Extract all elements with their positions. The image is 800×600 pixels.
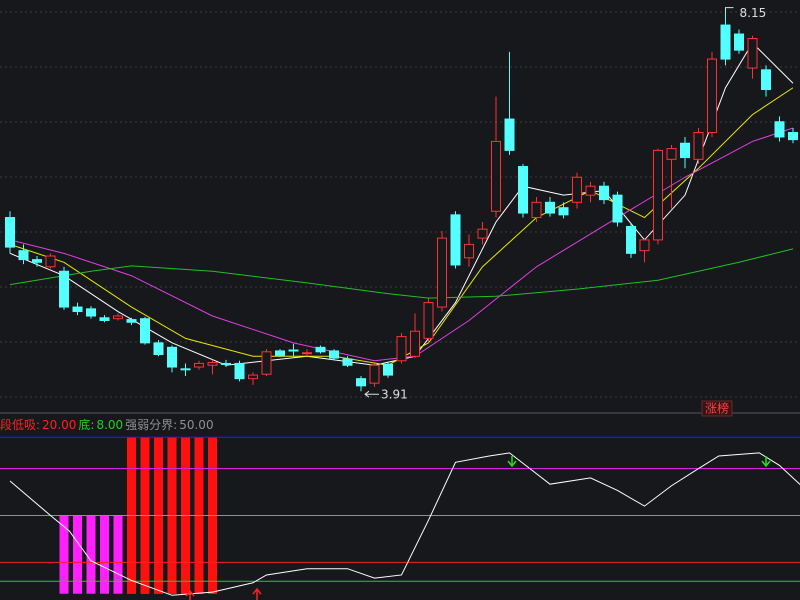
candle-body xyxy=(180,368,191,371)
sell-arrow xyxy=(761,456,771,468)
candle-body xyxy=(774,121,785,138)
candle-body xyxy=(275,350,285,356)
indicator-line xyxy=(9,452,800,596)
candle-body xyxy=(437,237,447,308)
candle-body xyxy=(234,362,245,380)
candle-body xyxy=(140,318,150,344)
indicator-bar xyxy=(113,515,123,594)
candle-body xyxy=(734,33,744,51)
candle-body xyxy=(612,194,623,223)
candle-body xyxy=(396,336,407,362)
candle-body xyxy=(680,142,690,159)
candle-body xyxy=(194,362,204,368)
candle-body xyxy=(518,166,528,214)
candle-body xyxy=(261,351,272,375)
candle-body xyxy=(45,255,56,268)
badge-box xyxy=(701,400,733,417)
candle-body xyxy=(167,346,177,368)
candle-body xyxy=(477,228,488,239)
candle-body xyxy=(572,176,582,203)
candle-body xyxy=(788,131,798,141)
candle-body xyxy=(761,69,771,91)
candle-body xyxy=(599,185,609,201)
ma-line xyxy=(9,42,794,366)
sell-arrow xyxy=(507,456,517,468)
candle-body xyxy=(221,362,231,365)
annotation-pointer xyxy=(364,390,379,398)
level-value: 50.00 xyxy=(179,418,214,432)
candle-body xyxy=(72,306,83,313)
candle-body xyxy=(32,259,42,263)
candle-body xyxy=(558,207,569,216)
level-name: 强弱分界: xyxy=(125,418,178,432)
annotation-pointer xyxy=(725,7,734,12)
candle-body xyxy=(626,225,636,254)
candle-body xyxy=(248,374,258,380)
candle-body xyxy=(747,37,758,69)
badge: 涨榜 xyxy=(705,401,729,416)
candle-body xyxy=(410,330,420,357)
indicator-bar xyxy=(73,515,82,594)
indicator-bar xyxy=(59,515,69,594)
candle-body xyxy=(450,214,461,266)
ma-line xyxy=(9,127,794,362)
level-value: 8.00 xyxy=(96,418,124,432)
candle-body xyxy=(18,250,29,261)
buy-arrow xyxy=(252,587,262,600)
indicator-legend: 段低吸: 20.00 底: 8.00 强弱分界: 50.00 xyxy=(0,416,216,433)
buy-arrow xyxy=(185,589,195,600)
candle-body xyxy=(383,363,393,376)
candle-body xyxy=(342,358,353,366)
candle-body xyxy=(585,185,596,196)
candle-body xyxy=(531,201,542,219)
candle-body xyxy=(86,308,96,317)
candle-body xyxy=(315,346,326,353)
candle-body xyxy=(545,201,555,214)
level-value: 20.00 xyxy=(42,418,77,432)
candle-body xyxy=(369,364,380,384)
candle-body xyxy=(666,148,677,160)
candle-body xyxy=(720,24,731,60)
candle-body xyxy=(113,315,123,320)
candle-body xyxy=(707,58,717,133)
candle-body xyxy=(126,319,137,323)
candle-body xyxy=(207,362,218,366)
ma-line xyxy=(9,248,794,299)
candle-body xyxy=(504,118,515,151)
candle-body xyxy=(302,352,312,355)
candle-body xyxy=(693,131,704,160)
candle-body xyxy=(356,378,366,387)
signals xyxy=(185,456,771,600)
annotation: 3.91 xyxy=(381,388,408,402)
indicator-bar xyxy=(100,515,109,594)
candle-body xyxy=(653,149,663,241)
candle-body xyxy=(288,349,299,352)
indicator-bar xyxy=(86,515,96,594)
candle-body xyxy=(639,239,650,252)
annotation: 8.15 xyxy=(740,6,767,20)
ma-line xyxy=(9,87,794,366)
candle-body xyxy=(464,243,474,259)
candle-body xyxy=(59,270,69,308)
candle-body xyxy=(423,302,434,339)
candle-body xyxy=(99,317,110,321)
candle-body xyxy=(491,140,501,212)
candle-body xyxy=(5,217,15,248)
level-name: 底: xyxy=(78,418,95,432)
candle-body xyxy=(153,342,164,355)
level-name: 段低吸: xyxy=(0,418,41,432)
candle-body xyxy=(329,350,339,359)
